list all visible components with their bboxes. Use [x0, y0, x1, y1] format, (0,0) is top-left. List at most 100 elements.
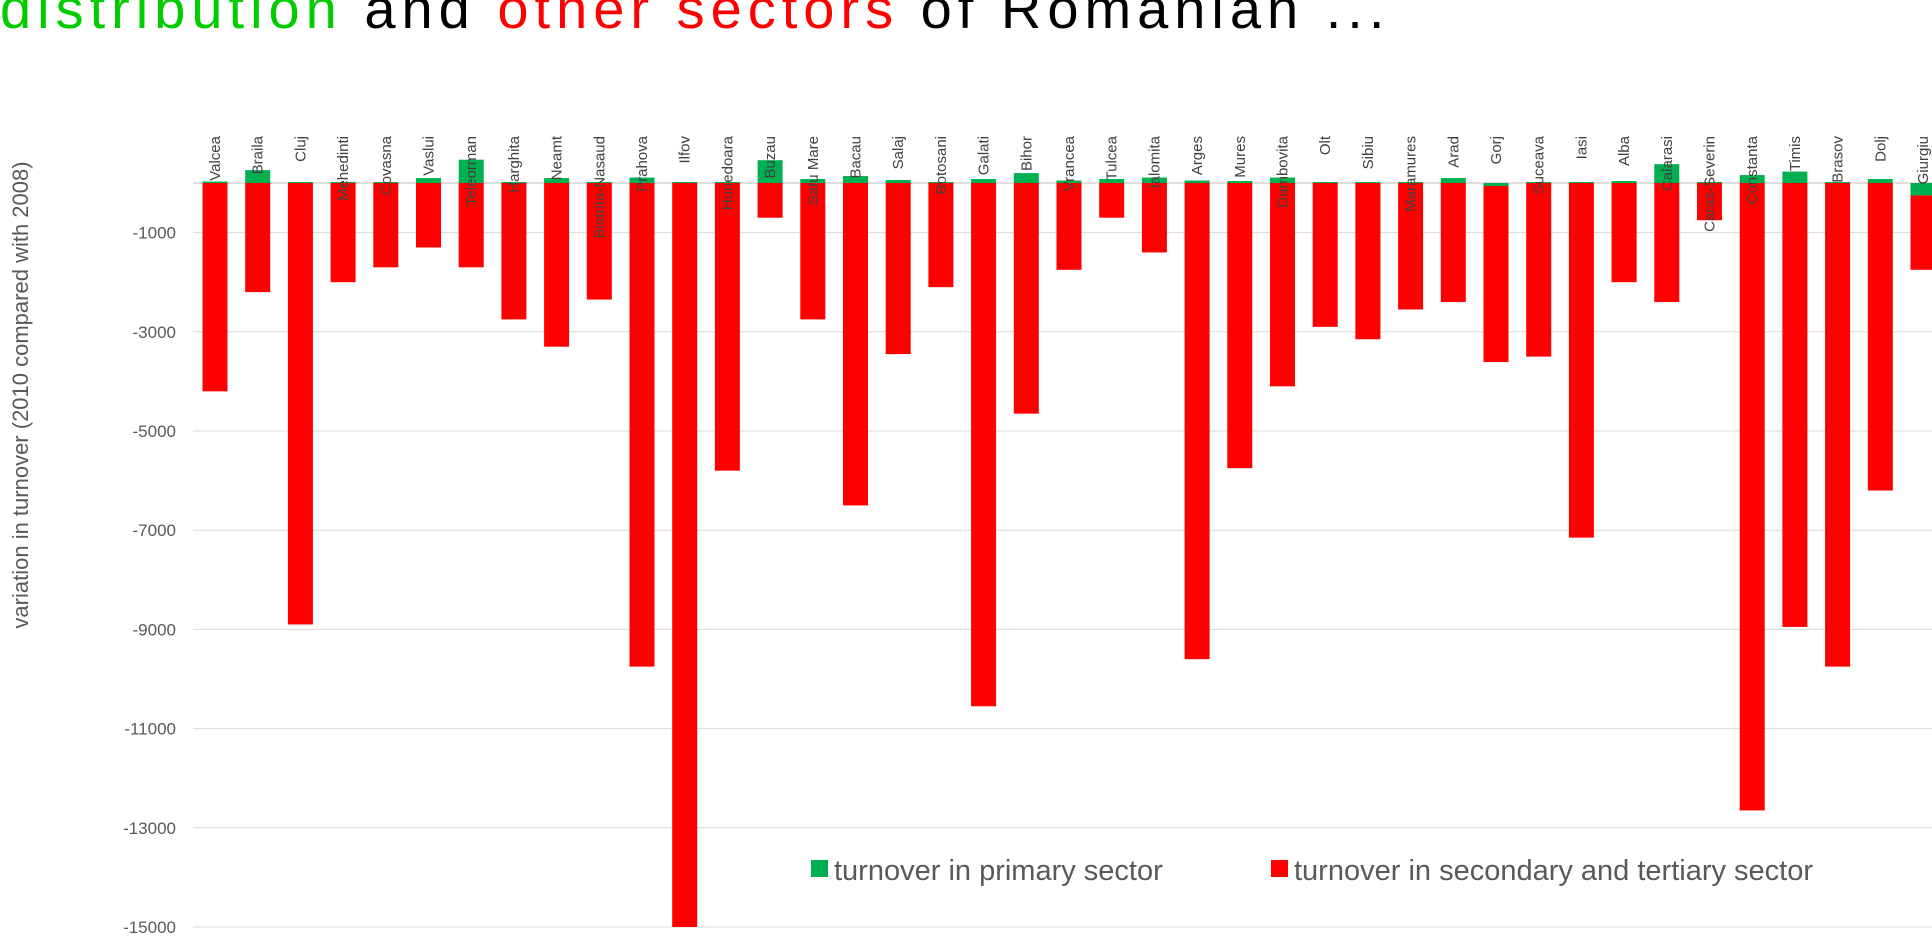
bar-primary-salaj — [886, 180, 911, 183]
category-label-arad: Arad — [1445, 136, 1462, 168]
category-label-mures: Mures — [1232, 136, 1249, 178]
category-label-buzau: Buzau — [762, 136, 779, 179]
bar-secondary-tertiary-suceava — [1526, 183, 1551, 357]
category-label-alba: Alba — [1616, 135, 1633, 166]
bar-primary-ilfov — [672, 182, 697, 183]
bar-secondary-tertiary-botosani — [928, 183, 953, 287]
chart-title-fragment-2: other sectors — [497, 0, 899, 40]
legend: turnover in primary sector turnover in s… — [811, 855, 1813, 887]
category-label-valcea: Valcea — [207, 135, 224, 180]
category-label-hunedoara: Hunedoara — [719, 135, 736, 210]
y-axis-label: variation in turnover (2010 compared wit… — [8, 161, 33, 628]
category-label-covasna: Covasna — [378, 135, 395, 195]
category-label-constanta: Constanta — [1744, 135, 1761, 204]
bars — [203, 160, 1932, 927]
category-label-gorj: Gorj — [1488, 136, 1505, 164]
bar-secondary-tertiary-galati — [971, 183, 996, 706]
category-label-maramures: Maramures — [1403, 136, 1420, 212]
bar-secondary-tertiary-valcea — [203, 183, 228, 391]
bar-primary-iasi — [1569, 182, 1594, 183]
bar-secondary-tertiary-constanta — [1740, 183, 1765, 810]
category-label-dambovita: Dambovita — [1275, 135, 1292, 207]
bar-secondary-tertiary-harghita — [501, 183, 526, 319]
category-label-ilfov: Ilfov — [677, 136, 694, 164]
bar-secondary-tertiary-calarasi — [1654, 183, 1679, 302]
chart-title-fragment-3: of Romanian ... — [899, 0, 1390, 40]
category-label-harghita: Harghita — [506, 135, 523, 192]
bar-primary-vaslui — [416, 178, 441, 183]
bar-secondary-tertiary-gorj — [1484, 186, 1509, 362]
bar-secondary-tertiary-olt — [1313, 183, 1338, 327]
category-label-botosani: Botosani — [933, 136, 950, 194]
category-label-sibiu: Sibiu — [1360, 136, 1377, 169]
y-tick-label: -13000 — [123, 819, 176, 838]
category-label-caras-severin: Caras-Severin — [1702, 136, 1719, 232]
bar-primary-bihor — [1014, 173, 1039, 183]
bar-secondary-tertiary-brasov — [1825, 183, 1850, 667]
chart-title-fragment-1: and — [343, 0, 498, 40]
bar-secondary-tertiary-tulcea — [1099, 183, 1124, 218]
category-label-vaslui: Vaslui — [421, 136, 438, 176]
bar-primary-arad — [1441, 178, 1466, 183]
bar-secondary-tertiary-braila — [245, 183, 270, 292]
category-label-ialomita: Ialomita — [1146, 135, 1163, 188]
y-tick-label: -7000 — [133, 521, 176, 540]
category-label-bihor: Bihor — [1018, 136, 1035, 171]
category-label-vrancea: Vrancea — [1061, 135, 1078, 191]
category-label-cluj: Cluj — [292, 136, 309, 162]
bar-secondary-tertiary-salaj — [886, 183, 911, 354]
bar-secondary-tertiary-sibiu — [1355, 183, 1380, 339]
chart-title: distribution and other sectors of Romani… — [0, 0, 1390, 40]
bar-secondary-tertiary-buzau — [758, 183, 783, 218]
category-label-tulcea: Tulcea — [1104, 135, 1121, 180]
bar-primary-mures — [1227, 181, 1252, 183]
bar-secondary-tertiary-ilfov — [672, 183, 697, 927]
bar-secondary-tertiary-hunedoara — [715, 183, 740, 471]
y-tick-label: -1000 — [133, 224, 176, 243]
bar-primary-dolj — [1868, 179, 1893, 183]
category-label-dolj: Dolj — [1872, 136, 1889, 162]
category-label-salaj: Salaj — [890, 136, 907, 169]
category-label-satu mare: Satu Mare — [805, 136, 822, 205]
y-tick-label: -9000 — [133, 620, 176, 639]
chart-title-text: distribution and other sectors of Romani… — [0, 0, 1390, 40]
bar-secondary-tertiary-bacau — [843, 183, 868, 505]
bar-secondary-tertiary-bihor — [1014, 183, 1039, 414]
category-label-galati: Galati — [976, 136, 993, 175]
category-label-timis: Timis — [1787, 136, 1804, 171]
y-tick-label: -3000 — [133, 323, 176, 342]
legend-swatch-primary — [811, 860, 828, 877]
category-label-neamt: Neamt — [549, 135, 566, 180]
bar-secondary-tertiary-alba — [1612, 183, 1637, 282]
bar-primary-gorj — [1484, 183, 1509, 186]
category-label-braila: Braila — [250, 135, 267, 174]
category-label-prahova: Prahova — [634, 135, 651, 192]
category-label-arges: Arges — [1189, 136, 1206, 175]
category-label-iasi: Iasi — [1573, 136, 1590, 159]
category-label-teleorman: Teleorman — [463, 136, 480, 206]
bar-secondary-tertiary-prahova — [630, 183, 655, 667]
bar-secondary-tertiary-neamt — [544, 183, 569, 347]
category-label-calarasi: Calarasi — [1659, 136, 1676, 191]
category-label-brasov: Brasov — [1830, 136, 1847, 183]
bar-primary-arges — [1185, 181, 1210, 183]
bar-secondary-tertiary-arges — [1185, 183, 1210, 659]
bar-primary-olt — [1313, 182, 1338, 183]
bar-secondary-tertiary-iasi — [1569, 183, 1594, 538]
bar-primary-alba — [1612, 181, 1637, 183]
category-label-mehedinti: Mehedinti — [335, 136, 352, 201]
bar-secondary-tertiary-vaslui — [416, 183, 441, 247]
legend-label-primary: turnover in primary sector — [834, 855, 1163, 887]
category-label-bacau: Bacau — [848, 136, 865, 179]
bar-primary-sibiu — [1355, 182, 1380, 183]
bar-secondary-tertiary-vrancea — [1057, 183, 1082, 270]
y-tick-label: -15000 — [123, 918, 176, 937]
y-tick-label: -11000 — [124, 720, 176, 739]
category-label-giurgiu: Giurgiu — [1915, 136, 1932, 184]
y-tick-label: -5000 — [133, 422, 176, 441]
bar-secondary-tertiary-timis — [1782, 183, 1807, 627]
y-axis-ticks: -1000 -3000 -5000 -7000 -9000 -11000 -13000 -15… — [123, 224, 176, 937]
category-label-olt: Olt — [1317, 135, 1334, 155]
legend-swatch-secondary-tertiary — [1271, 860, 1288, 877]
